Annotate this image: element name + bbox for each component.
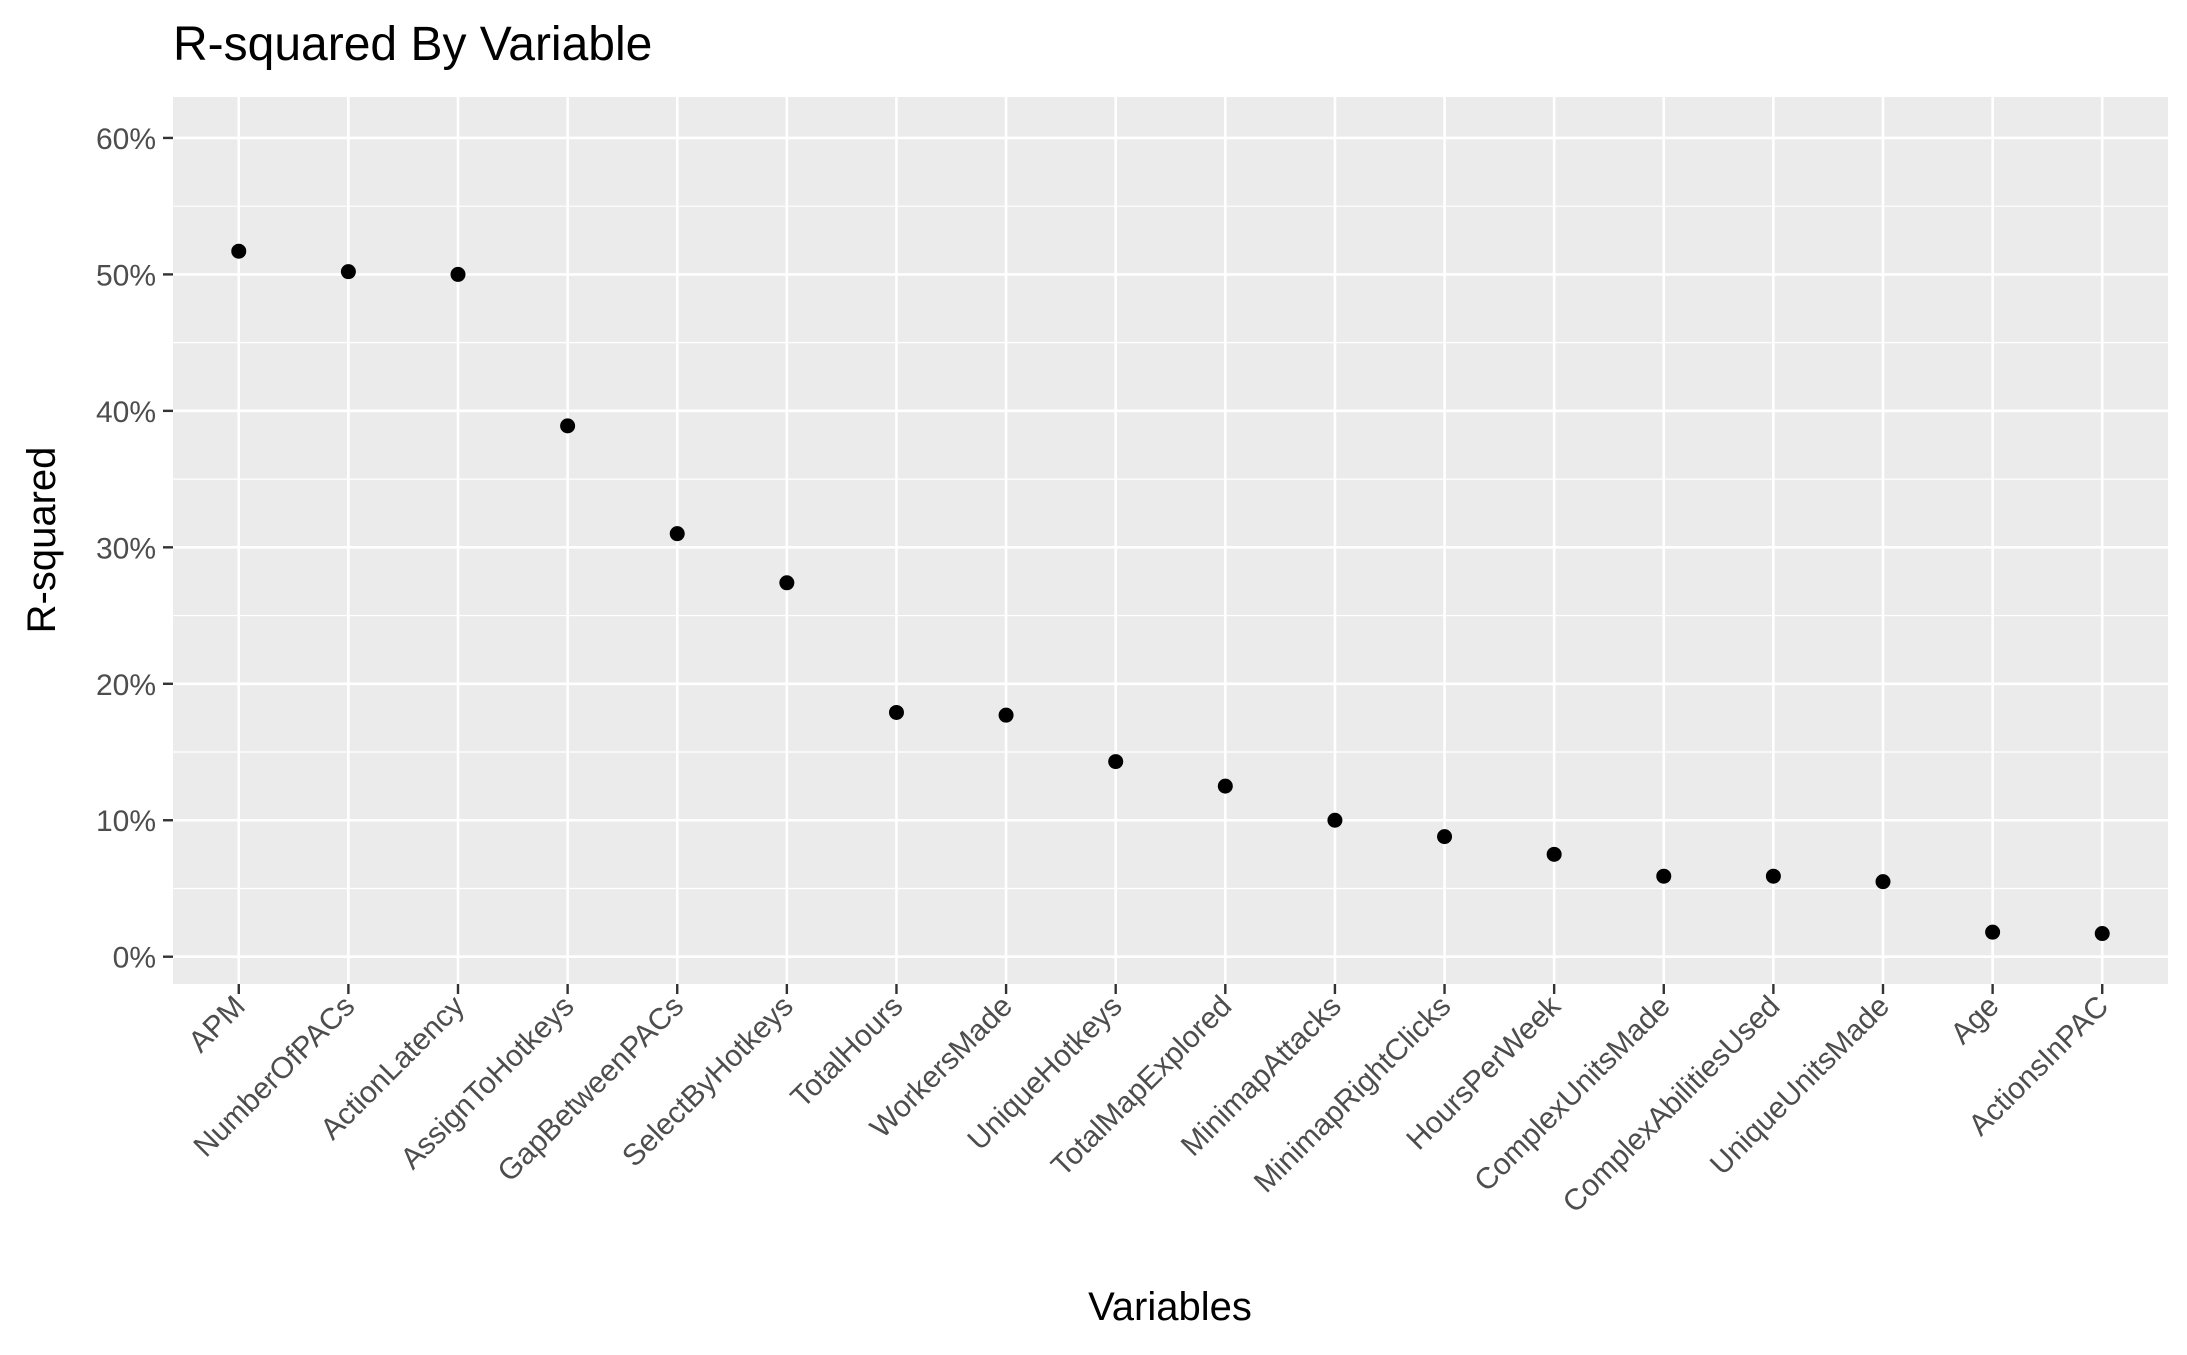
y-tick-label: 60% [96,123,156,156]
data-points [231,243,2110,942]
grid-minor [173,205,2168,890]
y-tick-label: 50% [96,259,156,292]
y-tick-label: 20% [96,669,156,702]
data-point [888,704,904,720]
y-axis-title: R-squared [20,447,64,634]
data-point [1217,778,1233,794]
y-tick-label: 0% [113,942,156,975]
data-point [2094,926,2110,942]
y-axis: 0% 10% 20% 30% 40% 50% 60% [96,123,173,975]
data-point [1875,874,1891,890]
data-point [1765,868,1781,884]
data-point [998,707,1014,723]
y-tick-label: 10% [96,805,156,838]
y-tick-label: 30% [96,532,156,565]
data-point [779,575,795,591]
data-point [231,243,247,259]
x-axis-title: Variables [1088,1285,1252,1329]
data-point [560,418,576,434]
data-point [669,526,685,542]
grid-major [173,97,2168,984]
data-point [1656,868,1672,884]
data-point [1546,846,1562,862]
y-tick-label: 40% [96,396,156,429]
data-point [450,266,466,282]
data-point [1108,754,1124,770]
plot-panel [173,97,2168,984]
chart-title: R-squared By Variable [173,18,652,71]
data-point [1985,924,2001,940]
data-point [1437,829,1453,845]
data-point [340,264,356,280]
data-point [1327,812,1343,828]
